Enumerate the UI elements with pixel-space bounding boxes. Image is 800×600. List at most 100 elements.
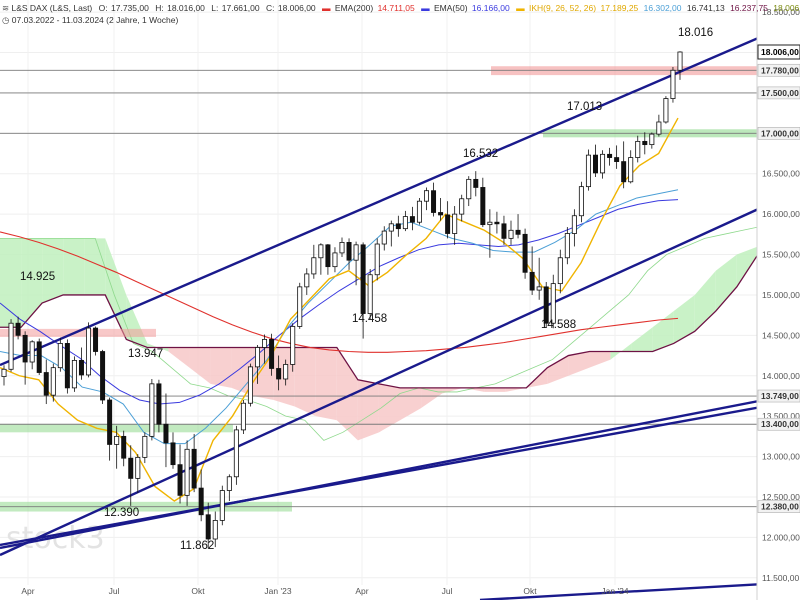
candle-down <box>480 187 486 226</box>
ema200-label: EMA(200) <box>335 3 373 13</box>
trend-line <box>479 580 800 600</box>
candlesticks <box>1 51 683 549</box>
candle-down <box>121 435 127 459</box>
candle-up <box>628 157 634 183</box>
candle-up <box>149 383 155 437</box>
candle-up <box>670 69 676 99</box>
horizontal-levels <box>0 69 757 508</box>
ema200-marker-icon: ▬ <box>322 3 331 13</box>
ema200-value: 14.711,05 <box>378 3 415 13</box>
candle-up <box>247 366 253 404</box>
candle-up <box>219 490 225 521</box>
candle-up <box>536 286 542 291</box>
price-annotation: 18.016 <box>678 27 713 39</box>
candle-up <box>240 402 246 431</box>
x-tick-label: Okt <box>191 586 205 596</box>
candle-down <box>614 157 620 162</box>
candle-up <box>677 51 683 71</box>
cloud-segment-bearish <box>210 347 232 388</box>
candle-up <box>233 429 239 478</box>
cloud-segment-bullish <box>147 343 169 352</box>
level-price-tags: 17.780,00 17.500,00 17.000,00 13.749,00 13.4… <box>757 44 800 513</box>
y-tick-label: 12.000,00 <box>762 532 800 542</box>
chart-header: ≋ L&S DAX (L&S, Last) O: 17.735,00 H: 18… <box>2 3 800 25</box>
candle-up <box>50 367 56 396</box>
candle-up <box>86 327 92 376</box>
candle-down <box>36 341 42 373</box>
y-tick-label: 13.000,00 <box>762 452 800 462</box>
cloud-segment-bullish <box>652 311 674 352</box>
candle-up <box>114 435 120 445</box>
open-label: O: <box>99 3 108 13</box>
x-tick-label: Apr <box>355 586 368 596</box>
candle-up <box>367 274 373 314</box>
cloud-segment-bullish <box>42 238 64 304</box>
y-axis[interactable] <box>756 0 800 600</box>
level-tag-bg <box>757 389 800 403</box>
close-label: C: <box>266 3 275 13</box>
low-label: L: <box>211 3 218 13</box>
price-annotation: 14.458 <box>352 313 387 325</box>
x-tick-label: Jul <box>109 586 120 596</box>
candle-down <box>15 322 21 336</box>
price-annotation: 14.588 <box>541 319 576 331</box>
candle-down <box>543 286 549 324</box>
ema50-value: 16.166,00 <box>472 3 510 13</box>
candle-down <box>346 242 352 261</box>
candle-up <box>353 244 359 261</box>
candle-down <box>107 399 113 445</box>
trend-lines <box>0 18 800 600</box>
level-tag-bg <box>757 127 800 140</box>
price-annotation: 16.532 <box>463 148 498 160</box>
cloud-segment-bearish <box>568 351 590 376</box>
candle-up <box>452 213 458 234</box>
candle-up <box>283 364 289 380</box>
candle-up <box>318 244 324 259</box>
candle-up <box>135 456 141 479</box>
ikh-value-senkou-a: 16.741,13 <box>687 3 725 13</box>
candle-down <box>100 351 106 401</box>
ema50-label: EMA(50) <box>434 3 468 13</box>
candle-down <box>409 216 415 223</box>
header-row-1: ≋ L&S DAX (L&S, Last) O: 17.735,00 H: 18… <box>2 3 800 13</box>
symbol-label: L&S DAX (L&S, Last) <box>11 3 92 13</box>
candle-down <box>191 448 197 489</box>
ikh-label: IKH(9, 26, 52, 26) <box>529 3 596 13</box>
cloud-segment-bearish <box>315 347 337 421</box>
x-tick-label: Apr <box>21 586 34 596</box>
candle-down <box>325 244 331 268</box>
candle-up <box>649 133 655 146</box>
candle-up <box>184 448 190 496</box>
x-tick-label: Jan '23 <box>264 586 291 596</box>
candle-down <box>431 190 437 213</box>
candle-down <box>395 223 401 230</box>
candle-down <box>22 334 28 363</box>
bars-icon: ≋ <box>2 3 11 13</box>
candle-down <box>93 327 99 352</box>
candle-down <box>529 271 535 291</box>
cloud-segment-bearish <box>168 347 190 368</box>
y-tick-label: 11.500,00 <box>762 573 799 583</box>
y-tick-label: 15.000,00 <box>762 290 800 300</box>
y-tick-label: 18.500,00 <box>762 7 800 17</box>
cloud-segment-bearish <box>357 379 379 441</box>
cloud-segment-bullish <box>0 238 22 328</box>
level-tag-bg <box>757 63 800 77</box>
candle-up <box>663 98 669 123</box>
low-value: 17.661,00 <box>222 3 260 13</box>
candle-up <box>1 368 7 377</box>
senkou-a-line <box>0 217 800 441</box>
candle-up <box>262 338 268 348</box>
cloud-segment-bearish <box>294 347 316 417</box>
ikh-value-senkou-b: 16.237,75 <box>730 3 768 13</box>
candle-up <box>564 233 570 259</box>
candle-up <box>297 286 303 327</box>
candle-up <box>339 242 345 254</box>
candle-up <box>226 476 232 491</box>
tenkan-line <box>0 117 679 502</box>
y-tick-label: 16.500,00 <box>762 169 800 179</box>
level-tag-bg <box>757 86 800 100</box>
y-tick-label: 14.500,00 <box>762 330 800 340</box>
x-tick-labels: Apr Jul Okt Jan '23 Apr Jul Okt Jan '24 <box>21 586 628 596</box>
